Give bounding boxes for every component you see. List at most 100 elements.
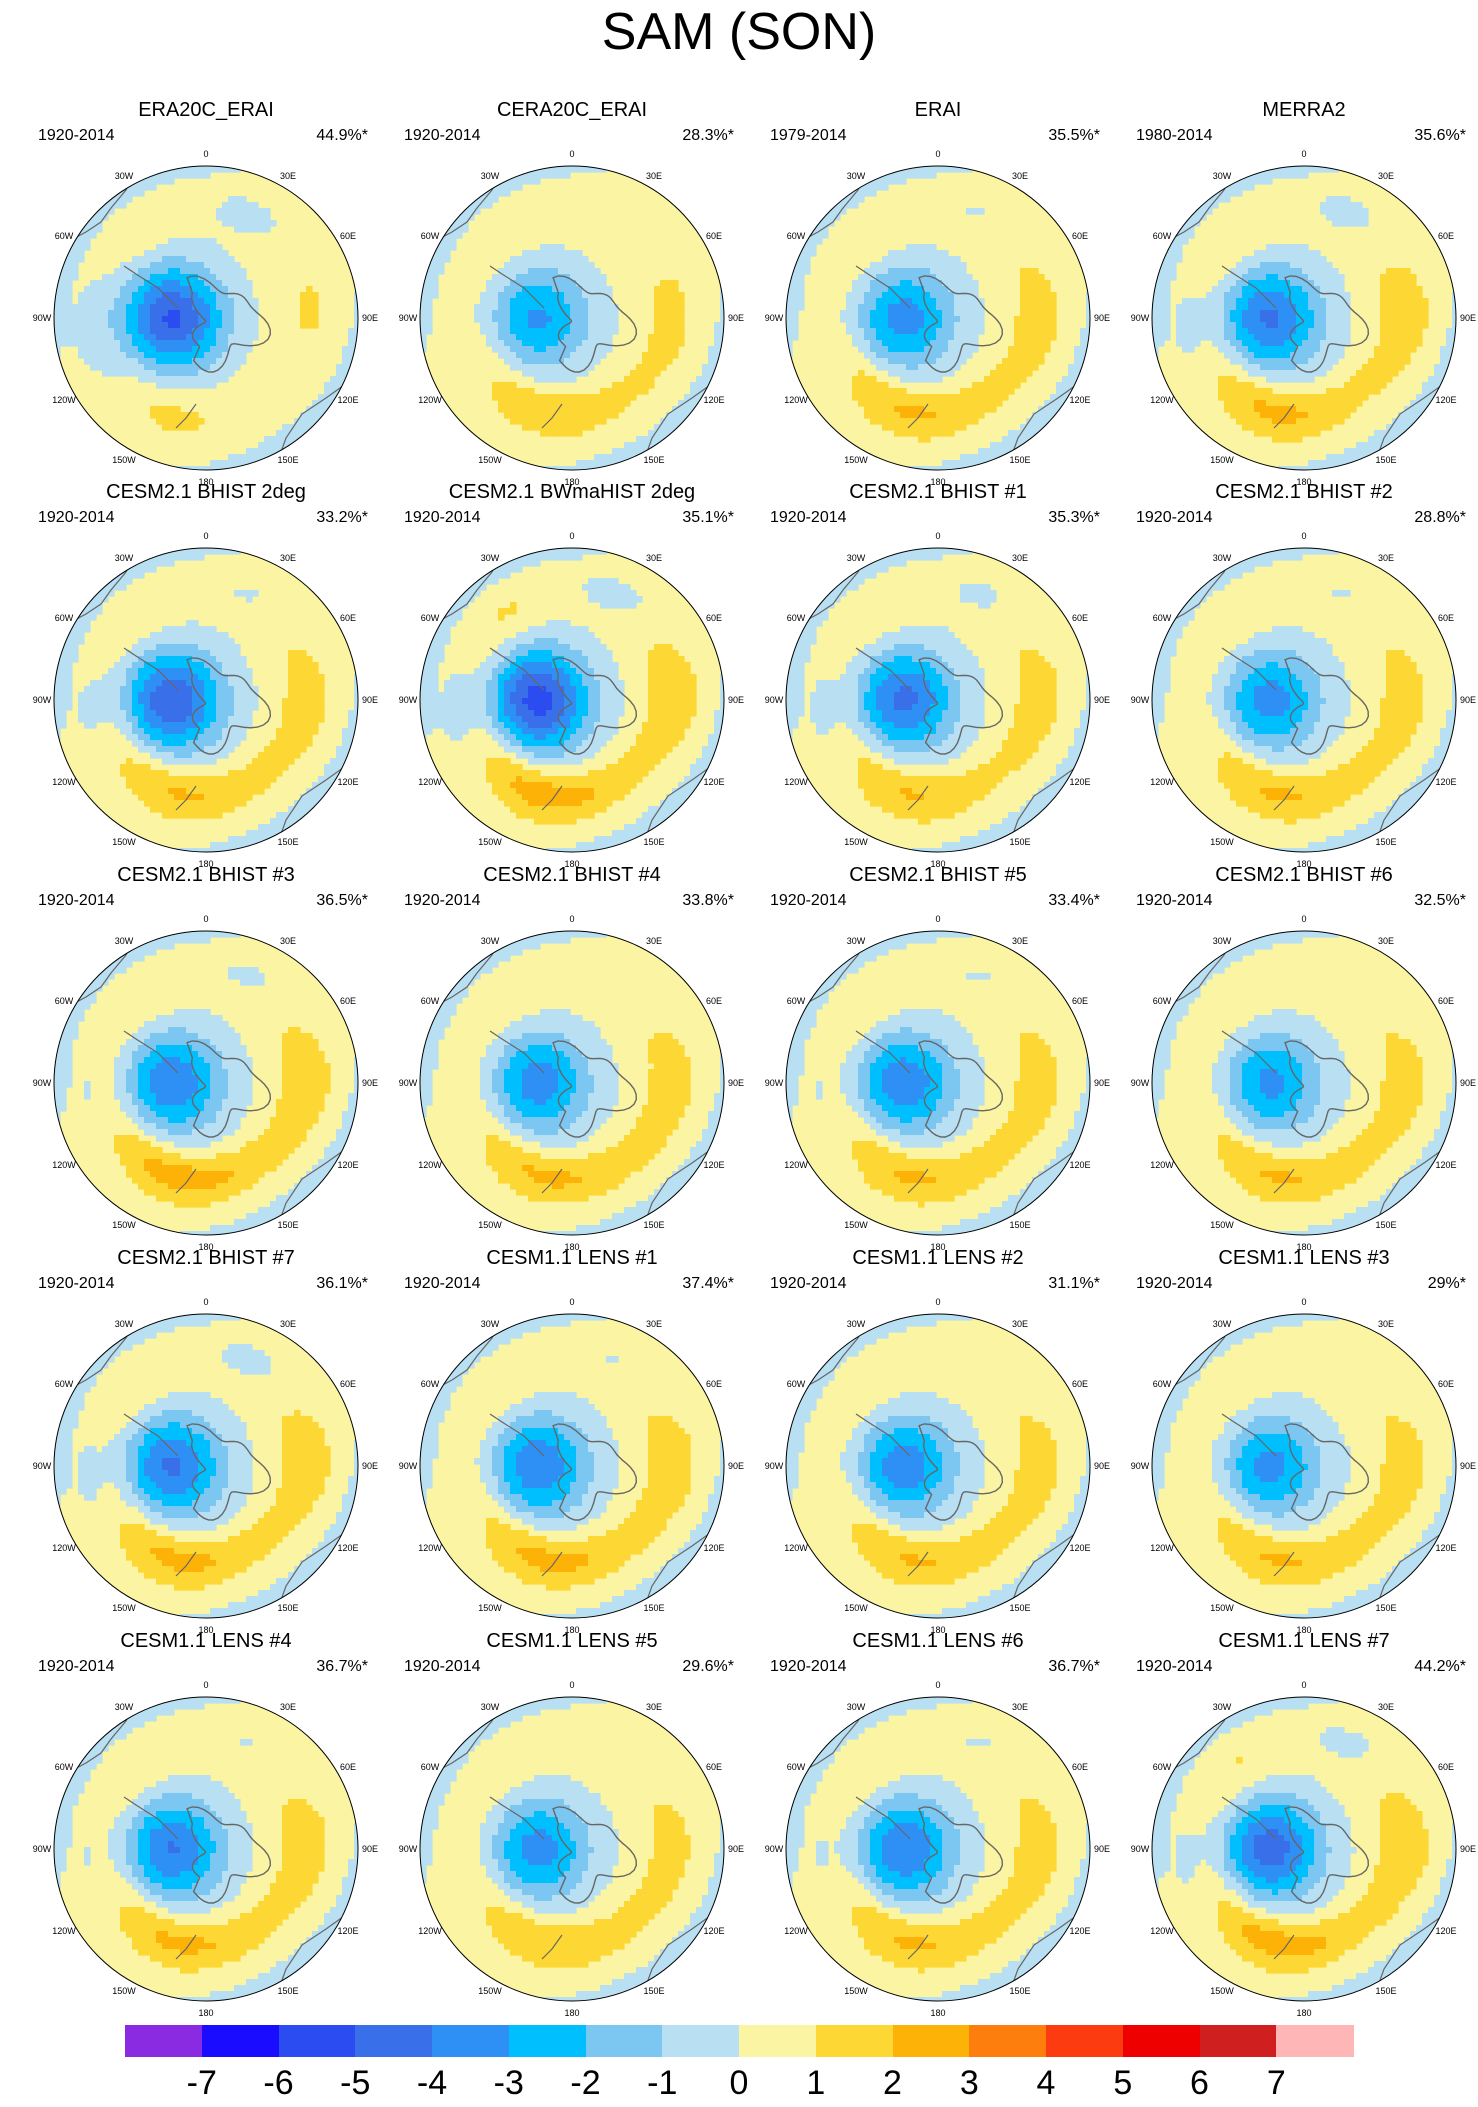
contour-cell: [942, 346, 949, 353]
contour-cell: [84, 298, 91, 305]
contour-cell: [348, 716, 355, 723]
contour-cell: [1338, 388, 1345, 395]
contour-cell: [180, 376, 187, 383]
contour-cell: [1290, 286, 1297, 293]
contour-cell: [204, 274, 211, 281]
contour-cell: [918, 400, 925, 407]
contour-cell: [1410, 280, 1417, 287]
contour-cell: [534, 352, 541, 359]
contour-cell: [918, 346, 925, 353]
contour-cell: [558, 316, 565, 323]
contour-cell: [276, 442, 283, 449]
contour-cell: [546, 250, 553, 257]
contour-cell: [936, 298, 943, 305]
contour-cell: [228, 638, 235, 645]
contour-cell: [138, 746, 145, 753]
contour-cell: [450, 244, 457, 251]
contour-cell: [960, 424, 967, 431]
contour-cell: [90, 310, 97, 317]
contour-cell: [1236, 406, 1243, 413]
contour-cell: [168, 262, 175, 269]
contour-cell: [900, 358, 907, 365]
contour-cell: [432, 274, 439, 281]
contour-cell: [1206, 208, 1213, 215]
contour-cell: [1164, 274, 1171, 281]
contour-cell: [90, 722, 97, 729]
longitude-label: 0: [203, 149, 208, 159]
contour-cell: [840, 202, 847, 209]
contour-cell: [108, 710, 115, 717]
contour-cell: [882, 364, 889, 371]
contour-cell: [1182, 226, 1189, 233]
contour-cell: [174, 776, 181, 783]
contour-cell: [900, 424, 907, 431]
contour-cell: [228, 692, 235, 699]
contour-cell: [282, 740, 289, 747]
contour-cell: [1026, 310, 1033, 317]
contour-cell: [198, 758, 205, 765]
contour-cell: [588, 280, 595, 287]
contour-cell: [222, 674, 229, 681]
contour-cell: [228, 274, 235, 281]
contour-cell: [96, 322, 103, 329]
contour-cell: [270, 740, 277, 747]
contour-cell: [678, 334, 685, 341]
contour-cell: [342, 352, 349, 359]
contour-cell: [1164, 280, 1171, 287]
contour-cell: [570, 322, 577, 329]
contour-cell: [1440, 346, 1447, 353]
contour-cell: [168, 728, 175, 735]
contour-cell: [660, 322, 667, 329]
contour-cell: [168, 340, 175, 347]
contour-cell: [1230, 268, 1237, 275]
contour-cell: [462, 226, 469, 233]
contour-cell: [576, 400, 583, 407]
contour-cell: [156, 632, 163, 639]
contour-cell: [1314, 352, 1321, 359]
contour-cell: [1164, 298, 1171, 305]
contour-cell: [546, 286, 553, 293]
contour-cell: [162, 328, 169, 335]
contour-cell: [1428, 382, 1435, 389]
contour-cell: [498, 406, 505, 413]
contour-cell: [1386, 430, 1393, 437]
contour-cell: [114, 364, 121, 371]
contour-cell: [192, 418, 199, 425]
contour-cell: [1440, 352, 1447, 359]
contour-cell: [156, 364, 163, 371]
contour-cell: [1290, 316, 1297, 323]
contour-cell: [552, 346, 559, 353]
contour-cell: [126, 716, 133, 723]
contour-cell: [666, 340, 673, 347]
contour-cell: [594, 322, 601, 329]
contour-cell: [180, 262, 187, 269]
contour-cell: [570, 340, 577, 347]
contour-cell: [546, 172, 553, 179]
contour-cell: [156, 704, 163, 711]
contour-cell: [66, 304, 73, 311]
contour-cell: [1272, 256, 1279, 263]
contour-cell: [258, 782, 265, 789]
contour-cell: [954, 400, 961, 407]
contour-cell: [1086, 310, 1090, 317]
contour-cell: [138, 292, 145, 299]
contour-cell: [216, 286, 223, 293]
contour-cell: [1404, 268, 1411, 275]
contour-cell: [1236, 316, 1243, 323]
contour-cell: [504, 298, 511, 305]
contour-cell: [210, 686, 217, 693]
contour-cell: [1242, 412, 1249, 419]
contour-cell: [174, 238, 181, 245]
contour-cell: [1368, 364, 1375, 371]
contour-cell: [186, 674, 193, 681]
contour-cell: [420, 304, 427, 311]
contour-cell: [1236, 190, 1243, 197]
contour-cell: [1248, 328, 1255, 335]
contour-cell: [1314, 370, 1321, 377]
contour-cell: [984, 382, 991, 389]
contour-cell: [222, 280, 229, 287]
contour-cell: [570, 466, 577, 470]
contour-cell: [240, 590, 247, 597]
contour-cell: [1254, 370, 1261, 377]
contour-cell: [972, 334, 979, 341]
